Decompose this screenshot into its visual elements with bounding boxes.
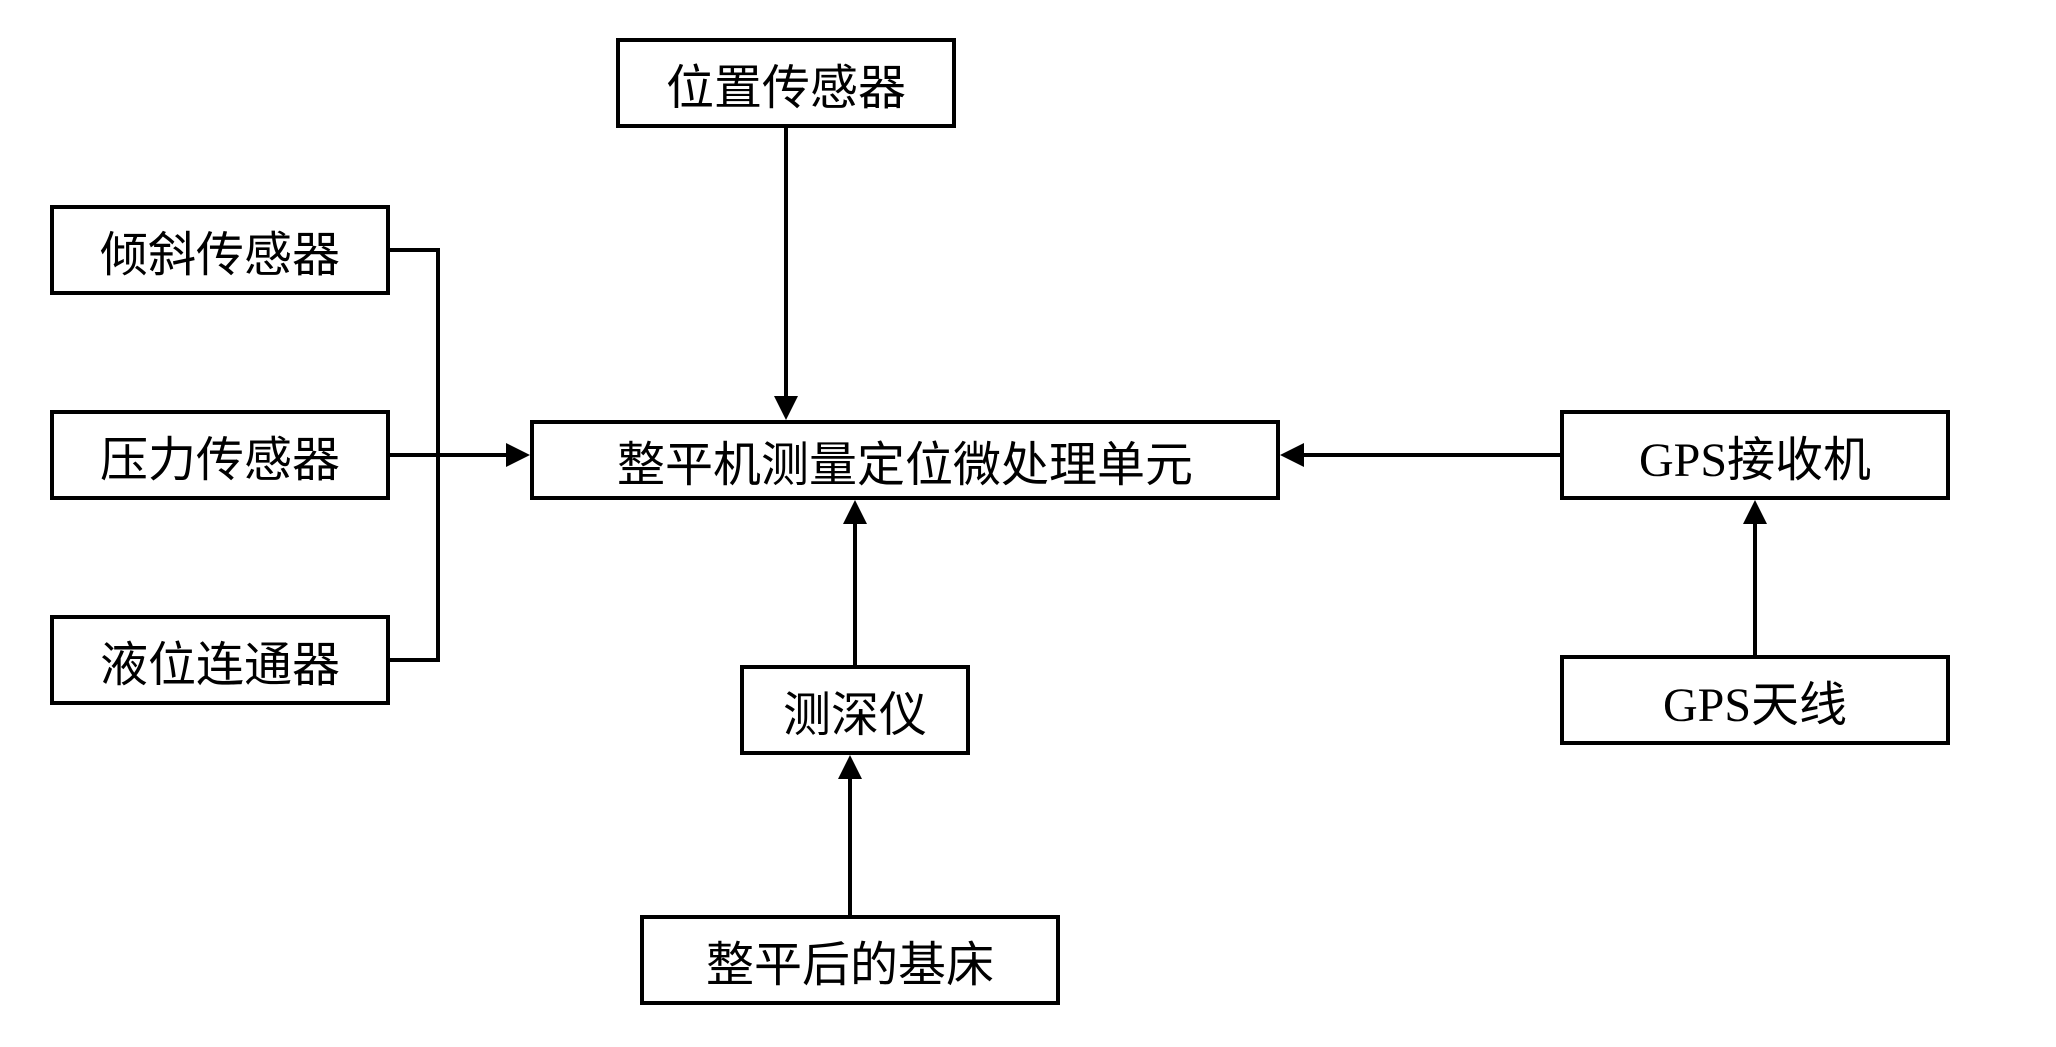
tilt-sensor-label: 倾斜传感器 — [100, 215, 340, 285]
processor-node: 整平机测量定位微处理单元 — [530, 420, 1280, 500]
position-sensor-label: 位置传感器 — [666, 48, 906, 118]
arrow-head-left-processor — [506, 443, 530, 467]
arrow-antenna-receiver — [1753, 524, 1757, 655]
level-connector-label: 液位连通器 — [100, 625, 340, 695]
arrow-stub-level — [390, 658, 440, 662]
depth-meter-node: 测深仪 — [740, 665, 970, 755]
arrow-head-bed-depth — [838, 755, 862, 779]
leveled-bed-label: 整平后的基床 — [706, 925, 994, 995]
gps-antenna-node: GPS天线 — [1560, 655, 1950, 745]
arrow-bed-depth — [848, 779, 852, 915]
position-sensor-node: 位置传感器 — [616, 38, 956, 128]
gps-antenna-label: GPS天线 — [1663, 665, 1847, 735]
gps-receiver-label: GPS接收机 — [1639, 420, 1871, 490]
arrow-head-position-processor — [774, 396, 798, 420]
pressure-sensor-label: 压力传感器 — [100, 420, 340, 490]
arrow-head-antenna-receiver — [1743, 500, 1767, 524]
level-connector-node: 液位连通器 — [50, 615, 390, 705]
arrow-depth-processor — [853, 524, 857, 665]
arrow-head-depth-processor — [843, 500, 867, 524]
processor-label: 整平机测量定位微处理单元 — [617, 425, 1193, 495]
pressure-sensor-node: 压力传感器 — [50, 410, 390, 500]
depth-meter-label: 测深仪 — [783, 675, 927, 745]
arrow-pressure-processor — [390, 453, 506, 457]
arrow-head-gps-processor — [1280, 443, 1304, 467]
arrow-stub-tilt — [390, 248, 440, 252]
leveled-bed-node: 整平后的基床 — [640, 915, 1060, 1005]
gps-receiver-node: GPS接收机 — [1560, 410, 1950, 500]
tilt-sensor-node: 倾斜传感器 — [50, 205, 390, 295]
arrow-position-processor — [784, 128, 788, 396]
arrow-gps-processor — [1304, 453, 1560, 457]
